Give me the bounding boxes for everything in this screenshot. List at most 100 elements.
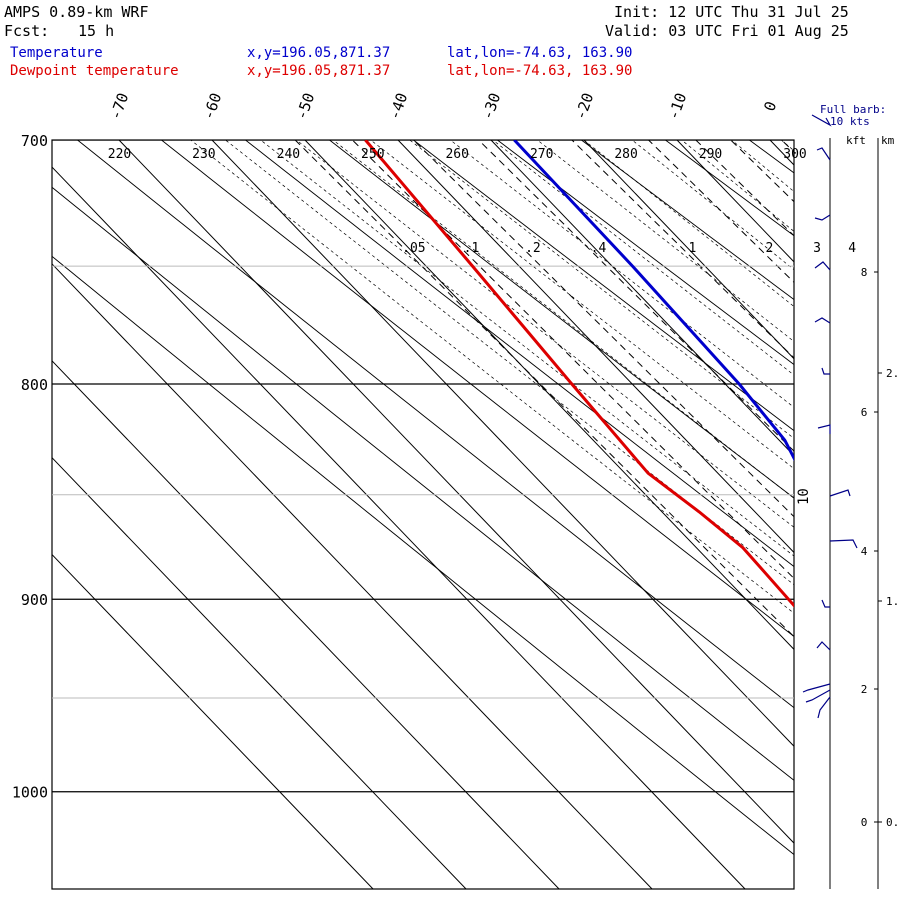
theta-label: 300	[783, 147, 806, 162]
temperature-profile	[513, 140, 794, 462]
kft-tick-label: 6	[861, 406, 868, 419]
wind-barb	[829, 539, 858, 549]
mixing-ratio-line	[412, 140, 794, 518]
isotherm-label: -70	[106, 90, 132, 122]
moist-adiabat	[731, 140, 794, 193]
moist-adiabat	[780, 140, 794, 152]
isotherm-label: -60	[199, 90, 225, 122]
mixing-ratio-label: .4	[591, 241, 607, 256]
moist-adiabat	[332, 140, 794, 499]
isotherm-line	[52, 166, 746, 889]
isotherm-line	[676, 140, 794, 263]
legend-dewpoint-latlon: lat,lon=-74.63, 163.90	[447, 63, 633, 79]
dry-adiabat	[77, 140, 794, 709]
dry-adiabat	[581, 140, 794, 301]
isotherm-line	[52, 456, 467, 889]
moist-adiabat	[492, 140, 794, 376]
isotherm-label: -30	[478, 90, 504, 122]
theta-label: 270	[530, 147, 553, 162]
theta-label: 280	[614, 147, 637, 162]
moist-adiabat	[409, 140, 794, 439]
wind-barb	[821, 367, 830, 375]
forecast-hour: 15 h	[78, 22, 115, 40]
isotherm-line	[863, 140, 900, 889]
wind-barb	[817, 696, 831, 719]
isotherm-label: -10	[664, 90, 690, 122]
moist-adiabat	[295, 140, 794, 528]
mixing-ratio-label: .05	[402, 241, 425, 256]
kft-tick-label: 8	[861, 266, 868, 279]
isotherm-line	[52, 360, 560, 889]
mixing-ratio-line	[477, 140, 794, 452]
init-time: Init: 12 UTC Thu 31 Jul 25	[614, 3, 849, 21]
dry-adiabat	[497, 140, 794, 366]
legend-temperature-latlon: lat,lon=-74.63, 163.90	[447, 45, 633, 61]
mixing-ratio-label: .2	[525, 241, 541, 256]
isotherm-label: 0	[760, 99, 780, 114]
isotherm-label: -20	[571, 90, 597, 122]
isotherm-line	[118, 140, 794, 844]
barb-legend-line1: Full barb:	[820, 103, 886, 116]
kft-tick-label: 4	[861, 545, 868, 558]
isotherm-line	[583, 140, 794, 360]
mixing-ratio-line	[294, 140, 794, 638]
moist-adiabat	[631, 140, 794, 271]
moist-adiabat	[260, 140, 794, 557]
pressure-tick-label: 800	[21, 376, 48, 394]
dry-adiabat	[52, 186, 794, 781]
wind-barb	[814, 214, 831, 221]
wind-barb	[816, 147, 831, 161]
km-tick-label: 2.	[886, 367, 899, 380]
valid-time: Valid: 03 UTC Fri 01 Aug 25	[605, 22, 849, 40]
legend-temperature-name: Temperature	[10, 45, 103, 61]
isotherm-line	[397, 140, 794, 554]
dry-adiabat	[413, 140, 794, 432]
legend-dewpoint-xy: x,y=196.05,871.37	[247, 63, 391, 79]
mixing-ratio-label: 2	[765, 241, 773, 256]
mixing-ratio-label: 3	[813, 241, 821, 256]
mixing-ratio-label: 1	[688, 241, 696, 256]
wind-barb	[814, 317, 831, 324]
kft-axis-title: kft	[846, 134, 866, 147]
isotherm-label: -40	[385, 90, 411, 122]
mixing-ratio-label: .1	[464, 241, 480, 256]
moist-adiabat	[862, 127, 900, 898]
theta-label: 260	[445, 147, 468, 162]
mixing-ratio-line	[351, 140, 794, 580]
km-tick-label: 0.	[886, 816, 899, 829]
isotherm-line	[304, 140, 794, 651]
mixing-ratio-line	[647, 140, 794, 283]
wind-barb	[802, 683, 831, 693]
wind-barb	[829, 489, 851, 497]
wind-barb	[816, 641, 831, 651]
moist-adiabat	[224, 140, 794, 586]
wind-barb	[814, 261, 831, 271]
wind-barb	[817, 424, 831, 434]
isotherm-line	[52, 553, 374, 889]
isotherm-line	[211, 140, 794, 747]
dry-adiabat	[52, 255, 794, 856]
mixing-ratio-label: 4	[848, 241, 856, 256]
wind-barb	[805, 689, 831, 703]
wind-barb	[821, 599, 830, 608]
pressure-tick-label: 900	[21, 591, 48, 609]
barb-legend-icon	[811, 114, 832, 127]
model-title: AMPS 0.89-km WRF	[4, 3, 149, 21]
theta-label: 240	[277, 147, 300, 162]
legend-temperature-xy: x,y=196.05,871.37	[247, 45, 391, 61]
theta-label: 220	[108, 147, 131, 162]
forecast-label: Fcst:	[4, 22, 50, 40]
legend-dewpoint-name: Dewpoint temperature	[10, 63, 179, 79]
isotherm-line	[52, 263, 653, 889]
isotherm-label: -50	[292, 90, 318, 122]
kft-tick-label: 2	[861, 683, 868, 696]
dry-adiabat	[833, 140, 900, 884]
moist-adiabat-label: 10	[796, 488, 812, 505]
theta-label: 250	[361, 147, 384, 162]
dry-adiabat	[329, 140, 794, 499]
pressure-tick-label: 1000	[12, 784, 48, 802]
kft-tick-label: 0	[861, 816, 868, 829]
km-tick-label: 1.	[886, 595, 899, 608]
km-axis-title: km	[881, 134, 895, 147]
